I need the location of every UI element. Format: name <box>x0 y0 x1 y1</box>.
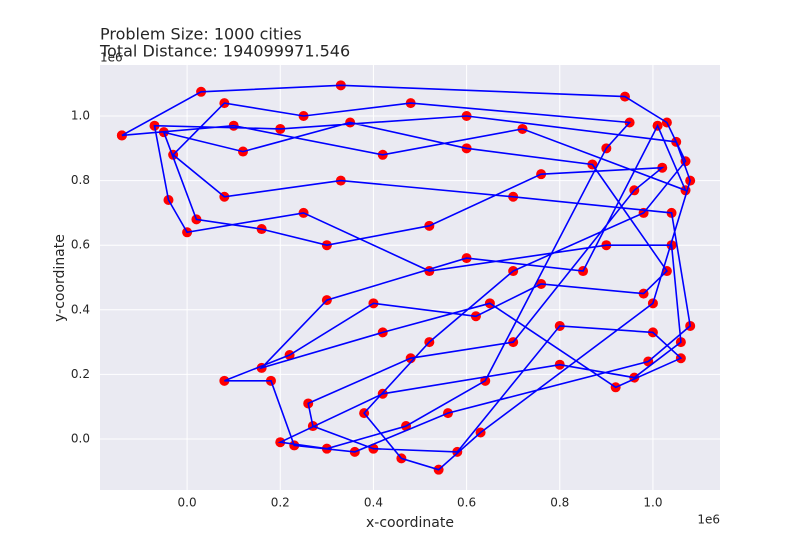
y-tick-label: 0.2 <box>71 367 90 381</box>
y-tick-label: 0.8 <box>71 173 90 187</box>
chart-subtitle: Total Distance: 194099971.546 <box>99 42 350 61</box>
y-tick-label: 0.6 <box>71 238 90 252</box>
x-tick-label: 0.0 <box>178 496 197 510</box>
y-tick-label: 0.0 <box>71 431 90 445</box>
x-tick-label: 0.8 <box>550 496 569 510</box>
x-tick-label: 0.4 <box>364 496 383 510</box>
x-axis-label: x-coordinate <box>366 515 454 531</box>
x-offset-label: 1e6 <box>697 513 720 527</box>
city-point <box>116 130 127 141</box>
tour-line <box>121 84 692 471</box>
x-tick-label: 0.6 <box>457 496 476 510</box>
y-tick-label: 0.4 <box>71 302 90 316</box>
x-tick-label: 1.0 <box>643 496 662 510</box>
x-tick-label: 0.2 <box>271 496 290 510</box>
y-tick-label: 1.0 <box>71 109 90 123</box>
y-offset-label: 1e6 <box>100 51 123 65</box>
chart-title: Problem Size: 1000 cities <box>100 25 302 44</box>
y-axis-label: y-coordinate <box>52 234 68 322</box>
